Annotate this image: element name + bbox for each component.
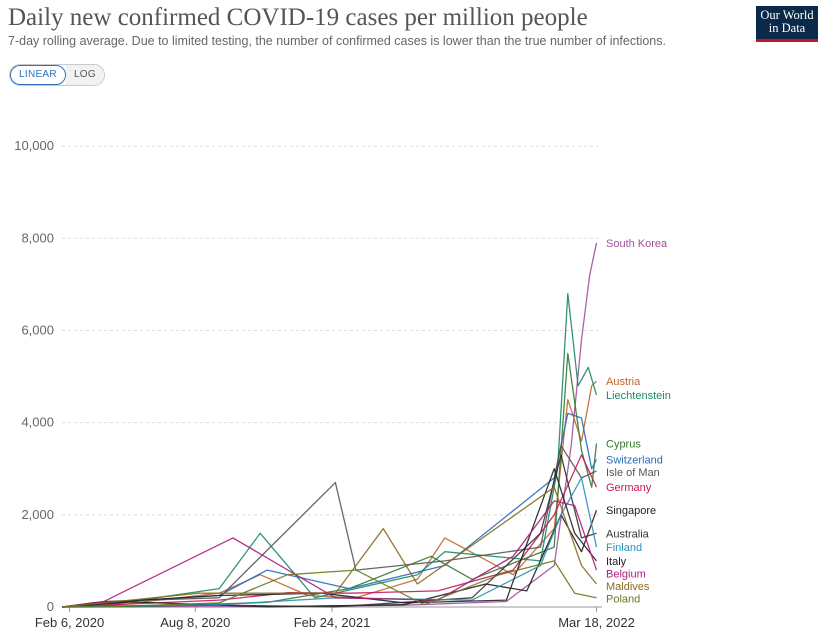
owid-logo[interactable]: Our World in Data — [756, 6, 818, 42]
log-scale-button[interactable]: LOG — [65, 65, 104, 85]
series-label[interactable]: Maldives — [606, 581, 650, 593]
series-line[interactable] — [61, 486, 598, 608]
x-tick-label: Feb 24, 2021 — [294, 615, 371, 630]
x-tick-label: Feb 6, 2020 — [35, 615, 104, 630]
series-label[interactable]: Austria — [606, 376, 641, 388]
x-tick-label: Aug 8, 2020 — [160, 615, 230, 630]
series-line[interactable] — [61, 352, 598, 608]
series-label[interactable]: Australia — [606, 528, 650, 540]
series-line[interactable] — [61, 454, 598, 608]
gridlines — [62, 145, 602, 608]
series-label[interactable]: Poland — [606, 593, 640, 605]
x-axis-ticks: Feb 6, 2020 Aug 8, 2020 Feb 24, 2021 Mar 18… — [35, 607, 635, 630]
logo-line-1: Our World — [760, 8, 814, 22]
y-tick-label: 6,000 — [21, 322, 54, 337]
y-tick-label: 4,000 — [21, 415, 54, 430]
chart-title: Daily new confirmed COVID-19 cases per m… — [8, 4, 588, 31]
series-line[interactable] — [61, 445, 597, 608]
y-tick-label: 10,000 — [14, 138, 54, 153]
series-line[interactable] — [61, 500, 598, 608]
series-line[interactable] — [61, 468, 598, 608]
series-label[interactable]: Italy — [606, 556, 627, 568]
series-label[interactable]: Finland — [606, 542, 642, 554]
series-label[interactable]: South Korea — [606, 238, 668, 250]
y-tick-label: 0 — [47, 599, 54, 614]
logo-line-2: in Data — [768, 21, 806, 35]
y-axis-ticks: 0 2,000 4,000 6,000 8,000 10,000 — [14, 138, 54, 614]
series-label[interactable]: Belgium — [606, 568, 646, 580]
linear-scale-button[interactable]: LINEAR — [10, 65, 66, 85]
series-line[interactable] — [61, 477, 598, 608]
series-label[interactable]: Germany — [606, 482, 652, 494]
chart-subtitle: 7-day rolling average. Due to limited te… — [8, 34, 666, 48]
y-tick-label: 2,000 — [21, 507, 54, 522]
series-label[interactable]: Singapore — [606, 505, 656, 517]
series-line[interactable] — [61, 292, 598, 608]
series-label[interactable]: Liechtenstein — [606, 390, 671, 402]
series-label[interactable]: Cyprus — [606, 438, 641, 450]
scale-toggle: LINEAR LOG — [9, 64, 105, 86]
series-label[interactable]: Switzerland — [606, 455, 663, 467]
series-lines — [61, 242, 598, 608]
series-labels: South Korea Austria Liechtenstein Cyprus Swi… — [606, 238, 671, 606]
y-tick-label: 8,000 — [21, 230, 54, 245]
series-line[interactable] — [61, 560, 597, 608]
x-tick-label: Mar 18, 2022 — [558, 615, 635, 630]
series-label[interactable]: Isle of Man — [606, 467, 660, 479]
